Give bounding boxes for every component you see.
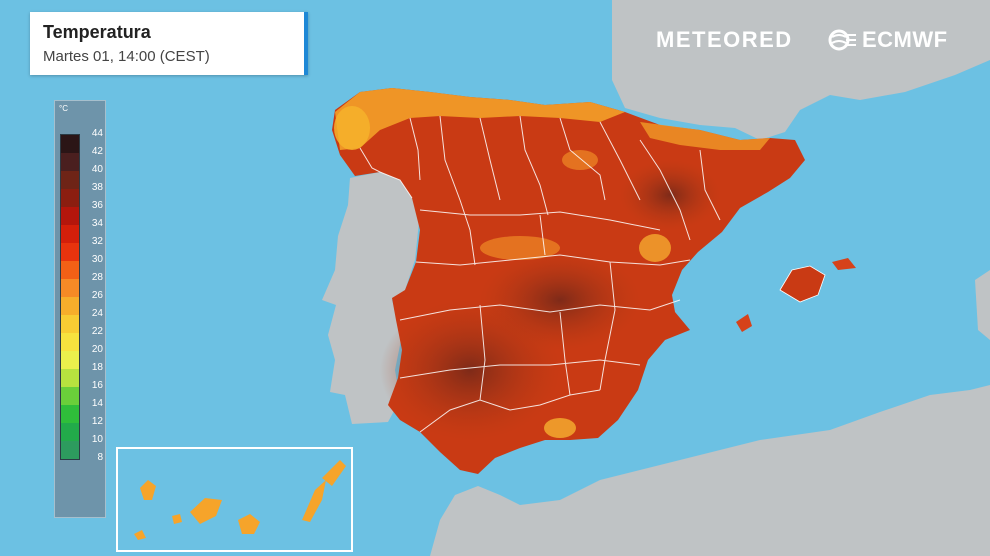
warm-zone-cantabrian — [335, 88, 625, 150]
canary-islands-inset — [116, 447, 353, 552]
ecmwf-logo: ECMWF — [828, 26, 948, 54]
warm-zone-iberian-range — [562, 150, 598, 170]
legend-swatch — [61, 423, 79, 441]
map-title: Temperatura — [43, 22, 151, 42]
legend-swatch — [61, 225, 79, 243]
legend-swatch — [61, 171, 79, 189]
mallorca-island — [779, 265, 826, 303]
legend-swatch — [61, 153, 79, 171]
legend-label: 14 — [91, 398, 103, 409]
ecmwf-logo-icon — [828, 29, 856, 51]
legend-label: 22 — [91, 326, 103, 337]
legend-label: 26 — [91, 290, 103, 301]
legend-swatch — [61, 315, 79, 333]
legend-swatch — [61, 261, 79, 279]
warm-zone-pyrenees — [640, 122, 770, 150]
legend-label: 28 — [91, 272, 103, 283]
france-land — [612, 0, 990, 140]
legend-label: 8 — [97, 452, 103, 463]
legend-swatch — [61, 333, 79, 351]
map-timestamp: Martes 01, 14:00 (CEST) — [43, 48, 210, 65]
legend-swatch — [61, 369, 79, 387]
legend-unit: °C — [59, 104, 68, 113]
legend-label: 30 — [91, 254, 103, 265]
legend-label: 38 — [91, 182, 103, 193]
legend-color-scale — [60, 134, 80, 460]
legend-label: 18 — [91, 362, 103, 373]
legend-label: 42 — [91, 146, 103, 157]
legend-label: 34 — [91, 218, 103, 229]
north-africa-land — [430, 385, 990, 556]
legend-label: 10 — [91, 434, 103, 445]
meteored-logo: METEORED — [656, 27, 793, 52]
map-title-box: Temperatura Martes 01, 14:00 (CEST) — [30, 12, 308, 75]
legend-swatch — [61, 351, 79, 369]
ibiza-island — [736, 314, 752, 332]
legend-label: 32 — [91, 236, 103, 247]
province-borders — [359, 115, 721, 433]
sardinia-land — [975, 270, 990, 340]
warm-zone-sierra-nevada — [544, 418, 576, 438]
legend-label: 40 — [91, 164, 103, 175]
legend-label: 24 — [91, 308, 103, 319]
legend-swatch — [61, 243, 79, 261]
legend-swatch — [61, 405, 79, 423]
canary-islands — [134, 460, 346, 540]
temperature-legend: °C 44 42 40 38 36 34 32 30 28 26 24 22 20 18 16 14 12 10 8 — [54, 100, 106, 518]
ecmwf-logo-text: ECMWF — [862, 27, 948, 52]
menorca-island — [832, 258, 856, 270]
legend-label: 12 — [91, 416, 103, 427]
legend-swatch — [61, 189, 79, 207]
legend-label: 44 — [91, 128, 103, 139]
legend-label: 16 — [91, 380, 103, 391]
legend-swatch — [61, 387, 79, 405]
hot-zone-center — [480, 250, 640, 350]
legend-label: 36 — [91, 200, 103, 211]
legend-swatch — [61, 135, 79, 153]
warm-zone-sierra-gredos — [480, 236, 560, 260]
warm-zone-teruel — [639, 234, 671, 262]
legend-label: 20 — [91, 344, 103, 355]
legend-swatch — [61, 207, 79, 225]
legend-swatch — [61, 441, 79, 459]
hot-zone-ebro — [620, 160, 720, 230]
warm-zone-galicia — [334, 106, 370, 150]
legend-swatch — [61, 279, 79, 297]
legend-swatch — [61, 297, 79, 315]
